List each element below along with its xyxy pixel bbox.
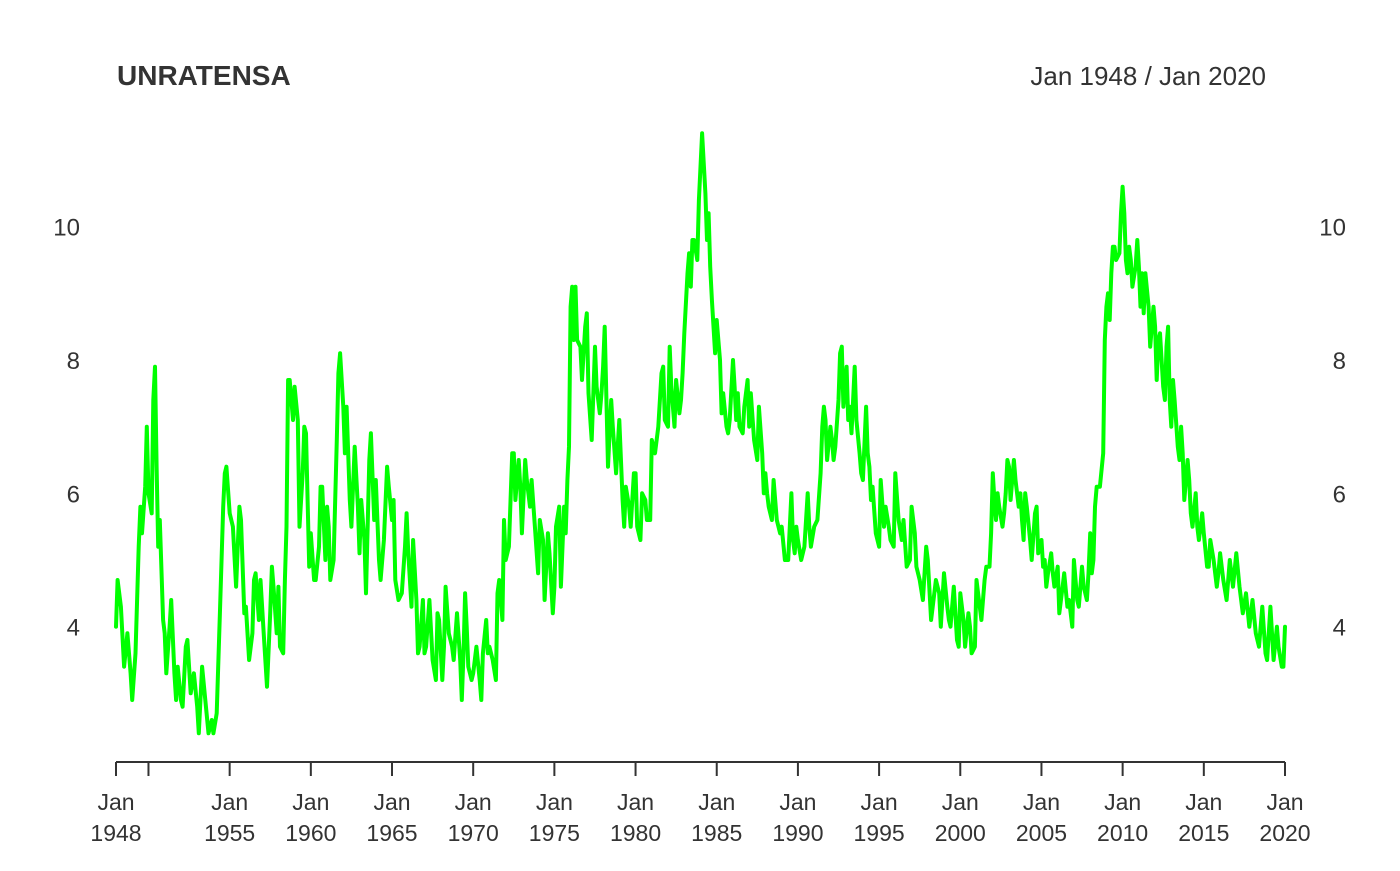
plot-area: [114, 131, 1287, 736]
chart-title: UNRATENSA: [117, 60, 291, 91]
x-tick-label-month: Jan: [779, 789, 816, 815]
x-tick-label-year: 1995: [854, 820, 905, 846]
y-tick-label-left: 8: [67, 348, 80, 375]
x-tick-label-month: Jan: [698, 789, 735, 815]
x-tick-label-year: 2010: [1097, 820, 1148, 846]
x-tick-label-month: Jan: [1104, 789, 1141, 815]
x-tick-label-month: Jan: [617, 789, 654, 815]
x-tick-label-year: 1955: [204, 820, 255, 846]
x-tick-label-month: Jan: [861, 789, 898, 815]
x-tick-label-year: 1985: [691, 820, 742, 846]
date-range-label: Jan 1948 / Jan 2020: [1030, 61, 1266, 91]
x-tick-label-year: 1960: [285, 820, 336, 846]
x-tick-label-month: Jan: [1185, 789, 1222, 815]
series-line: [114, 131, 1287, 736]
y-tick-label-right: 10: [1319, 215, 1346, 242]
y-tick-label-left: 4: [67, 615, 80, 642]
x-tick-label-month: Jan: [536, 789, 573, 815]
x-tick-label-month: Jan: [373, 789, 410, 815]
x-tick-label-month: Jan: [211, 789, 248, 815]
y-tick-label-left: 10: [53, 215, 80, 242]
x-tick-label-year: 1970: [448, 820, 499, 846]
y-tick-label-right: 6: [1333, 481, 1346, 508]
x-tick-label-year: 1990: [772, 820, 823, 846]
x-tick-label-month: Jan: [1023, 789, 1060, 815]
x-tick-label-month: Jan: [455, 789, 492, 815]
y-axis-left: 4 6 8 10: [53, 215, 80, 642]
y-axis-right: 4 6 8 10: [1319, 215, 1346, 642]
x-axis: Jan 1948 Jan 1955 Jan 1960 Jan 1965 Jan 1970 Jan 19…: [90, 762, 1311, 846]
x-tick-label-year: 1948: [90, 820, 141, 846]
x-tick-label-year: 2000: [935, 820, 986, 846]
x-tick-label-month: Jan: [942, 789, 979, 815]
x-tick-label-month: Jan: [97, 789, 134, 815]
x-tick-label-year: 1980: [610, 820, 661, 846]
x-tick-label-month: Jan: [292, 789, 329, 815]
y-tick-label-right: 4: [1333, 615, 1346, 642]
x-tick-label-year: 2005: [1016, 820, 1067, 846]
y-tick-label-left: 6: [67, 481, 80, 508]
x-tick-label-year: 2020: [1259, 820, 1310, 846]
x-tick-label-month: Jan: [1266, 789, 1303, 815]
y-tick-label-right: 8: [1333, 348, 1346, 375]
x-tick-label-year: 1975: [529, 820, 580, 846]
x-tick-label-year: 1965: [366, 820, 417, 846]
x-tick-label-year: 2015: [1178, 820, 1229, 846]
